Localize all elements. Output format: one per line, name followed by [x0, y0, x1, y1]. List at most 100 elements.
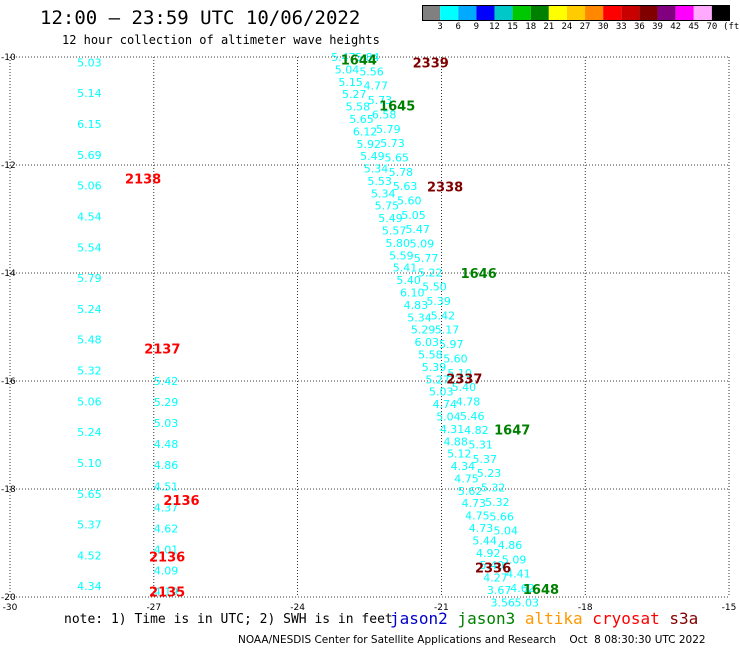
wave-height-value: 5.29: [411, 324, 436, 337]
satellite-legend: jason2 jason3 altika cryosat s3a: [390, 609, 698, 628]
wave-height-value: 5.47: [331, 51, 356, 64]
color-scale-label: 70: [706, 22, 718, 32]
wave-height-value: 5.27: [425, 373, 450, 386]
units-note: note: 1) Time is in UTC; 2) SWH is in fe…: [64, 612, 393, 627]
color-swatch: [585, 5, 604, 21]
pass-time-label: 2138: [125, 173, 161, 188]
color-scale-label: 30: [597, 22, 609, 32]
color-swatch: [639, 5, 658, 21]
wave-height-value: 5.34: [364, 163, 389, 176]
wave-height-value: 5.14: [77, 87, 102, 100]
pass-time-label: 2136: [163, 494, 199, 509]
wave-height-value: 6.10: [400, 287, 425, 300]
wave-height-value: 5.97: [439, 338, 464, 351]
y-tick-label: -20: [1, 593, 16, 603]
wave-height-value: 5.04: [335, 63, 360, 76]
wave-height-value: 5.04: [436, 410, 461, 423]
color-scale-unit: (ft): [723, 22, 740, 32]
wave-height-value: 5.03: [514, 596, 539, 609]
wave-height-value: 4.31: [440, 423, 465, 436]
wave-height-value: 5.32: [77, 365, 102, 378]
wave-height-value: 5.15: [338, 76, 363, 89]
color-swatch: [603, 5, 622, 21]
pass-time-label: 2137: [144, 343, 180, 358]
wave-height-value: 4.86: [498, 539, 523, 552]
wave-height-value: 4.75: [454, 472, 479, 485]
pass-time-label: 2135: [149, 586, 185, 601]
wave-height-value: 5.40: [452, 381, 477, 394]
color-scale-label: 39: [652, 22, 663, 32]
wave-height-value: 5.24: [77, 426, 102, 439]
wave-height-value: 5.54: [77, 241, 102, 254]
wave-height-value: 5.69: [77, 149, 102, 162]
pass-time-label: 1647: [494, 424, 530, 439]
wave-height-value: 5.57: [382, 225, 407, 238]
color-swatch: [693, 5, 712, 21]
wave-height-value: 4.51: [154, 480, 179, 493]
wave-height-value: 4.73: [469, 522, 494, 535]
color-scale-label: 18: [525, 22, 537, 32]
wave-height-value: 5.10: [447, 367, 472, 380]
color-swatch: [530, 5, 549, 21]
wave-height-value: 5.39: [422, 361, 447, 374]
wave-height-value: 5.03: [429, 386, 454, 399]
pass-time-label: 2136: [149, 551, 185, 566]
wave-height-value: 4.62: [154, 522, 179, 535]
wave-height-value: 4.92: [476, 547, 501, 560]
y-tick-label: -16: [1, 377, 16, 387]
wave-height-value: 5.31: [468, 439, 493, 452]
wave-height-value: 5.39: [426, 295, 451, 308]
wave-height-value: 3.56: [491, 596, 516, 609]
wave-height-value: 6.12: [353, 125, 378, 138]
color-swatch: [711, 5, 730, 21]
wave-height-value: 5.79: [376, 123, 401, 136]
satellite-legend-entry: cryosat: [582, 609, 660, 628]
wave-height-value: 4.27: [483, 572, 508, 585]
x-tick-label: -21: [434, 603, 449, 613]
wave-height-value: 5.59: [389, 249, 414, 262]
color-scale-label: 24: [561, 22, 573, 32]
wave-height-value: 5.65: [349, 113, 374, 126]
wave-height-value: 4.01: [154, 543, 179, 556]
wave-height-value: 5.47: [405, 223, 430, 236]
wave-height-value: 5.27: [342, 88, 367, 101]
color-scale-label: 6: [455, 22, 461, 32]
wave-height-value: 5.12: [447, 448, 472, 461]
wave-height-value: 5.34: [407, 311, 432, 324]
wave-height-value: 5.06: [77, 180, 102, 193]
pass-time-label: 1648: [523, 583, 559, 598]
wave-height-value: 5.24: [77, 303, 102, 316]
wave-height-value: 5.84: [355, 51, 380, 64]
wave-height-value: 5.49: [360, 150, 385, 163]
wave-height-value: 4.19: [154, 586, 179, 599]
wave-height-value: 4.86: [154, 459, 179, 472]
color-scale-label: 21: [543, 22, 555, 32]
y-tick-label: -12: [1, 161, 16, 171]
color-swatch: [566, 5, 586, 21]
y-tick-label: -18: [1, 485, 16, 495]
wave-height-value: 5.23: [477, 467, 502, 480]
x-tick-label: -18: [578, 603, 593, 613]
wave-height-value: 5.77: [414, 252, 439, 265]
pass-time-label: 2338: [427, 181, 463, 196]
satellite-legend-entry: s3a: [659, 609, 699, 628]
pass-time-label: 1646: [461, 267, 497, 282]
chart-title: 12:00 – 23:59 UTC 10/06/2022: [40, 7, 361, 29]
wave-height-value: 5.60: [443, 352, 468, 365]
wave-height-value: 6.03: [414, 336, 439, 349]
wave-height-value: 5.06: [77, 395, 102, 408]
wave-height-value: 4.77: [364, 80, 389, 93]
color-swatch: [657, 5, 676, 21]
wave-height-value: 4.83: [404, 299, 429, 312]
color-scale-label: 3: [437, 22, 443, 32]
wave-height-value: 5.34: [371, 187, 396, 200]
chart-subtitle: 12 hour collection of altimeter wave hei…: [62, 33, 380, 47]
wave-height-value: 4.52: [77, 549, 102, 562]
color-scale-label: 9: [473, 22, 480, 32]
color-scale-label: 33: [615, 22, 627, 32]
satellite-legend-entry: jason3: [447, 609, 516, 628]
wave-height-value: 5.65: [77, 488, 102, 501]
wave-height-value: 6.58: [372, 108, 397, 121]
color-swatch: [621, 5, 640, 21]
